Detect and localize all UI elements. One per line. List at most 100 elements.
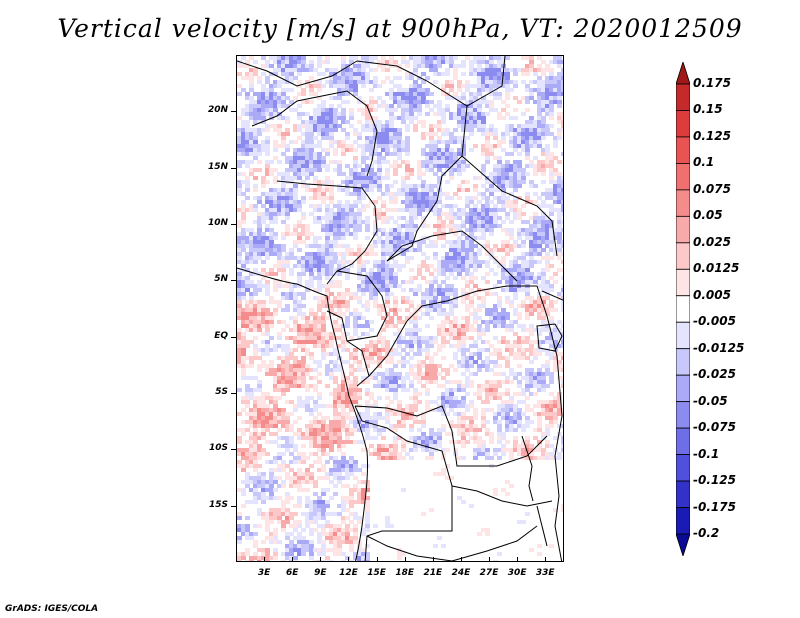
field-cell xyxy=(517,124,522,128)
field-cell xyxy=(453,204,458,208)
field-cell xyxy=(493,92,498,96)
field-cell xyxy=(405,76,410,80)
field-cell xyxy=(325,60,330,64)
field-cell xyxy=(505,172,510,176)
field-cell xyxy=(257,312,262,316)
field-cell xyxy=(521,140,526,144)
field-cell xyxy=(313,168,318,172)
field-cell xyxy=(269,420,274,424)
field-cell xyxy=(545,236,550,240)
field-cell xyxy=(389,380,394,384)
field-cell xyxy=(517,272,522,276)
field-cell xyxy=(381,376,386,380)
field-cell xyxy=(325,184,330,188)
field-cell xyxy=(393,128,398,132)
field-cell xyxy=(517,68,522,72)
field-cell xyxy=(457,428,462,432)
field-cell xyxy=(541,324,546,328)
field-cell xyxy=(277,160,282,164)
field-cell xyxy=(429,444,434,448)
field-cell xyxy=(345,192,350,196)
field-cell xyxy=(329,124,334,128)
field-cell xyxy=(317,344,322,348)
field-cell xyxy=(409,228,414,232)
field-cell xyxy=(393,152,398,156)
field-cell xyxy=(317,220,322,224)
field-cell xyxy=(545,244,550,248)
field-cell xyxy=(249,128,254,132)
field-cell xyxy=(305,424,310,428)
field-cell xyxy=(549,412,554,416)
field-cell xyxy=(541,328,546,332)
field-cell xyxy=(521,272,526,276)
field-cell xyxy=(521,172,526,176)
field-cell xyxy=(461,92,466,96)
field-cell xyxy=(485,272,490,276)
field-cell xyxy=(433,232,438,236)
field-cell xyxy=(257,412,262,416)
field-cell xyxy=(277,376,282,380)
field-cell xyxy=(477,288,482,292)
field-cell xyxy=(529,380,534,384)
field-cell xyxy=(465,220,470,224)
field-cell xyxy=(509,184,514,188)
field-cell xyxy=(441,376,446,380)
field-cell xyxy=(433,244,438,248)
field-cell xyxy=(357,312,362,316)
field-cell xyxy=(269,84,274,88)
field-cell xyxy=(441,324,446,328)
field-cell xyxy=(337,216,342,220)
field-cell xyxy=(361,324,366,328)
field-cell xyxy=(473,56,478,60)
field-cell xyxy=(245,136,250,140)
field-cell xyxy=(389,324,394,328)
field-cell xyxy=(505,196,510,200)
field-cell xyxy=(449,84,454,88)
field-cell xyxy=(521,280,526,284)
field-cell xyxy=(497,84,502,88)
field-cell xyxy=(561,260,563,264)
field-cell xyxy=(357,264,362,268)
field-cell xyxy=(293,240,298,244)
field-cell xyxy=(453,244,458,248)
field-cell xyxy=(361,268,366,272)
field-cell xyxy=(489,320,494,324)
field-cell xyxy=(253,348,258,352)
field-cell xyxy=(461,428,466,432)
field-cell xyxy=(337,84,342,88)
field-cell xyxy=(537,116,542,120)
field-cell xyxy=(405,296,410,300)
field-cell xyxy=(441,260,446,264)
field-cell xyxy=(493,320,498,324)
field-cell xyxy=(269,108,274,112)
field-cell xyxy=(453,224,458,228)
field-cell xyxy=(285,64,290,68)
field-cell xyxy=(333,304,338,308)
field-cell xyxy=(481,128,486,132)
field-cell xyxy=(441,212,446,216)
field-cell xyxy=(341,84,346,88)
field-cell xyxy=(345,424,350,428)
field-cell xyxy=(461,252,466,256)
field-cell xyxy=(453,64,458,68)
field-cell xyxy=(437,176,442,180)
field-cell xyxy=(329,272,334,276)
field-cell xyxy=(561,336,563,340)
field-cell xyxy=(365,148,370,152)
field-cell xyxy=(433,64,438,68)
field-cell xyxy=(425,168,430,172)
field-cell xyxy=(285,368,290,372)
field-cell xyxy=(273,440,278,444)
field-cell xyxy=(389,448,394,452)
field-cell xyxy=(521,232,526,236)
field-cell xyxy=(541,128,546,132)
field-cell xyxy=(301,196,306,200)
field-cell xyxy=(297,260,302,264)
field-cell xyxy=(241,316,246,320)
field-cell xyxy=(345,244,350,248)
field-cell xyxy=(297,340,302,344)
field-cell xyxy=(545,128,550,132)
field-cell xyxy=(277,68,282,72)
field-cell xyxy=(457,420,462,424)
field-cell xyxy=(441,384,446,388)
